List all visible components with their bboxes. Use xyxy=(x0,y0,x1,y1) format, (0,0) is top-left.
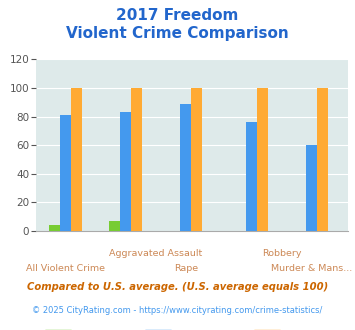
Bar xyxy=(191,88,202,231)
Text: Violent Crime Comparison: Violent Crime Comparison xyxy=(66,26,289,41)
Bar xyxy=(317,88,328,231)
Bar xyxy=(131,88,142,231)
Text: All Violent Crime: All Violent Crime xyxy=(26,264,105,273)
Bar xyxy=(246,122,257,231)
Text: Compared to U.S. average. (U.S. average equals 100): Compared to U.S. average. (U.S. average … xyxy=(27,282,328,292)
Text: Rape: Rape xyxy=(174,264,198,273)
Bar xyxy=(180,104,191,231)
Bar xyxy=(257,88,268,231)
Bar xyxy=(306,145,317,231)
Text: Robbery: Robbery xyxy=(262,249,301,258)
Legend: Freedom, Wisconsin, National: Freedom, Wisconsin, National xyxy=(41,326,342,330)
Text: © 2025 CityRating.com - https://www.cityrating.com/crime-statistics/: © 2025 CityRating.com - https://www.city… xyxy=(32,306,323,315)
Bar xyxy=(109,221,120,231)
Bar xyxy=(71,88,82,231)
Text: 2017 Freedom: 2017 Freedom xyxy=(116,8,239,23)
Bar xyxy=(49,225,60,231)
Text: Aggravated Assault: Aggravated Assault xyxy=(109,249,202,258)
Text: Murder & Mans...: Murder & Mans... xyxy=(271,264,353,273)
Bar xyxy=(60,115,71,231)
Bar xyxy=(120,112,131,231)
